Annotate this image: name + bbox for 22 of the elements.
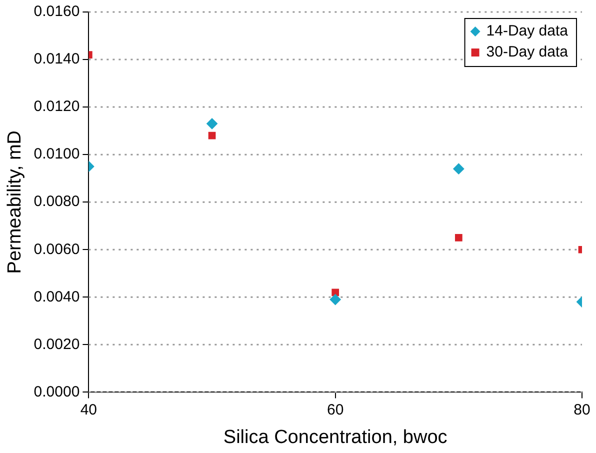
point [453, 163, 464, 174]
point [206, 118, 218, 130]
legend-label: 14-Day data [486, 22, 569, 40]
x-tick-label: 80 [574, 401, 590, 418]
y-tick-label: 0.0080 [34, 193, 80, 210]
point [454, 234, 462, 242]
y-axis-title: Permeability, mD [4, 130, 26, 274]
y-tick-label: 0.0000 [34, 383, 80, 400]
y-tick-label: 0.0020 [34, 336, 80, 353]
point [330, 294, 341, 306]
y-tick-label: 0.0100 [34, 146, 80, 163]
point [208, 132, 216, 140]
y-tick-label: 0.0140 [34, 50, 80, 68]
x-tick-label: 40 [80, 401, 98, 418]
y-tick-label: 0.0040 [34, 288, 80, 306]
x-tick-label: 60 [326, 401, 344, 418]
y-tick-label: 0.0160 [34, 3, 80, 20]
y-tick-label: 0.0060 [34, 240, 80, 258]
y-tick-label: 0.0120 [34, 98, 80, 116]
legend-label: 30-Day data [486, 44, 569, 61]
x-axis-title: Silica Concentration, bwoc [223, 426, 448, 448]
point [332, 288, 340, 296]
